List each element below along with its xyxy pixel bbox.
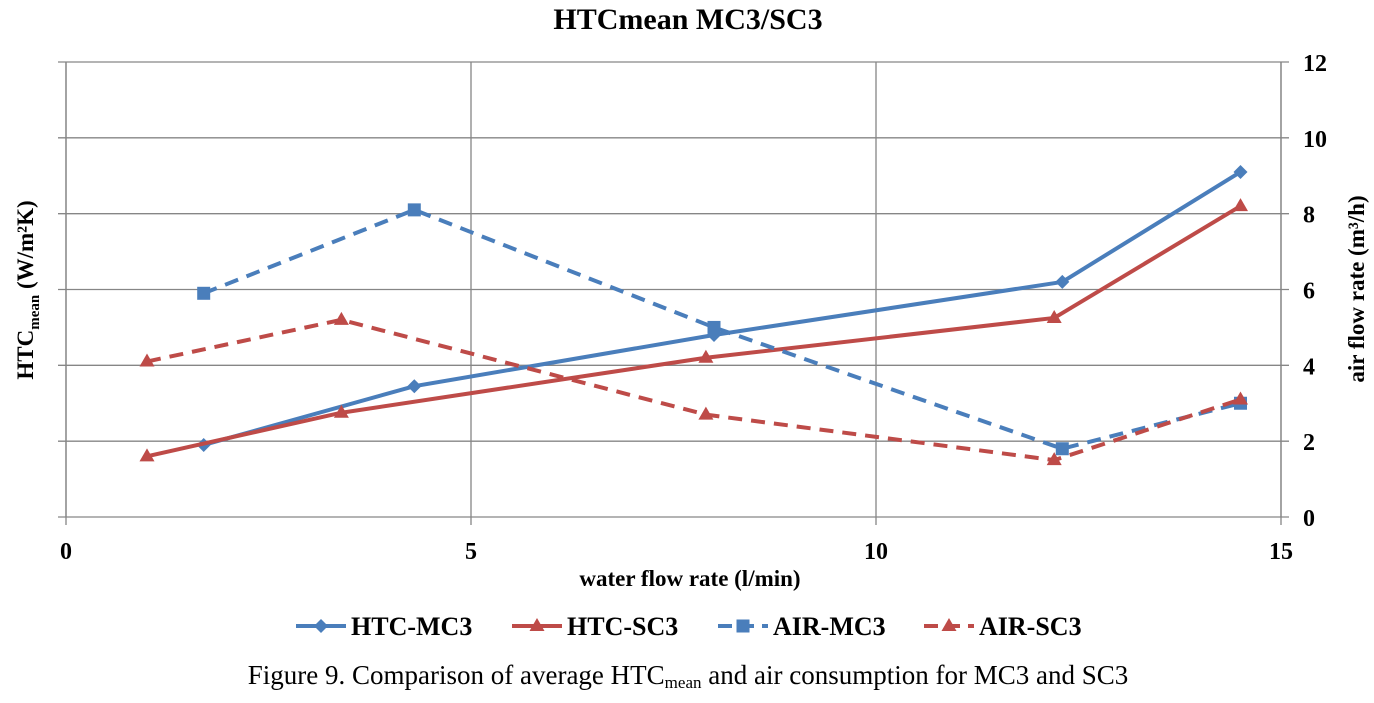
caption-suffix: and air consumption for MC3 and SC3 <box>702 660 1129 690</box>
data-point-air-mc3 <box>197 286 211 300</box>
x-tick-labels: 0 5 10 15 <box>60 539 1293 565</box>
legend-label: AIR-MC3 <box>773 612 886 641</box>
legend-swatch-marker <box>529 618 545 631</box>
series-line-air-sc3 <box>146 317 1242 463</box>
series-air-mc3 <box>197 203 1247 456</box>
legend: HTC-MC3 HTC-SC3 AIR-MC3 AIR-SC3 <box>296 612 1082 641</box>
legend-item-air-mc3: AIR-MC3 <box>718 612 886 641</box>
data-point-air-mc3 <box>407 203 421 217</box>
left-y-label-sub: mean <box>27 294 43 330</box>
x-axis-label: water flow rate (l/min) <box>579 566 800 591</box>
data-point-air-sc3 <box>333 311 349 325</box>
x-tick-label: 15 <box>1269 539 1293 565</box>
figure-caption: Figure 9. Comparison of average HTCmean … <box>248 660 1128 692</box>
caption-sub: mean <box>665 673 702 692</box>
data-point-htc-sc3 <box>1046 309 1062 323</box>
series-line-air-mc3 <box>202 207 1241 451</box>
right-y-axis-label: air flow rate (m³/h) <box>1344 195 1369 382</box>
legend-swatch-marker <box>314 619 328 633</box>
caption-prefix: Figure 9. Comparison of average HTC <box>248 660 665 690</box>
right-y-tick-label: 0 <box>1303 506 1315 532</box>
legend-item-htc-mc3: HTC-MC3 <box>296 612 472 641</box>
data-point-air-mc3 <box>1055 442 1069 456</box>
data-point-htc-sc3 <box>333 404 349 418</box>
chart-title: HTCmean MC3/SC3 <box>553 3 822 36</box>
axes <box>65 62 1282 517</box>
series-htc-sc3 <box>139 198 1248 462</box>
right-y-tick-label: 2 <box>1303 430 1315 456</box>
data-point-air-sc3 <box>1233 391 1248 405</box>
data-point-htc-sc3 <box>139 448 155 462</box>
data-point-htc-sc3 <box>1233 198 1248 212</box>
left-y-axis-label: HTCmean (W/m²K) <box>13 200 43 379</box>
x-tick-label: 0 <box>60 539 72 565</box>
data-point-air-sc3 <box>1046 452 1062 466</box>
legend-swatch-marker <box>736 619 750 633</box>
legend-item-htc-sc3: HTC-SC3 <box>512 612 678 641</box>
right-y-tick-label: 8 <box>1303 203 1315 229</box>
data-point-htc-sc3 <box>698 349 714 363</box>
series-line-htc-sc3 <box>146 204 1242 459</box>
data-point-htc-mc3 <box>1055 274 1070 289</box>
left-y-label-unit: (W/m²K) <box>13 200 38 294</box>
legend-swatch-marker <box>941 618 957 631</box>
legend-item-air-sc3: AIR-SC3 <box>924 612 1082 641</box>
data-point-air-mc3 <box>707 320 721 334</box>
right-y-tick-label: 12 <box>1303 51 1327 77</box>
series-layer <box>139 164 1248 466</box>
data-point-htc-mc3 <box>407 379 422 394</box>
right-y-tick-label: 6 <box>1303 279 1315 305</box>
right-y-tick-label: 4 <box>1303 354 1315 380</box>
data-point-htc-mc3 <box>1233 164 1248 179</box>
series-air-sc3 <box>139 311 1248 466</box>
left-y-label-main: HTC <box>13 330 38 380</box>
data-point-air-sc3 <box>139 353 155 367</box>
data-point-air-sc3 <box>698 406 714 420</box>
legend-label: HTC-SC3 <box>567 612 678 641</box>
x-tick-label: 5 <box>465 539 477 565</box>
right-y-tick-label: 10 <box>1303 127 1327 153</box>
gridlines <box>58 61 1289 525</box>
legend-label: HTC-MC3 <box>351 612 472 641</box>
x-tick-label: 10 <box>864 539 888 565</box>
right-y-tick-labels: 0 2 4 6 8 10 12 <box>1303 51 1327 532</box>
series-line-htc-mc3 <box>203 170 1242 447</box>
legend-label: AIR-SC3 <box>979 612 1082 641</box>
